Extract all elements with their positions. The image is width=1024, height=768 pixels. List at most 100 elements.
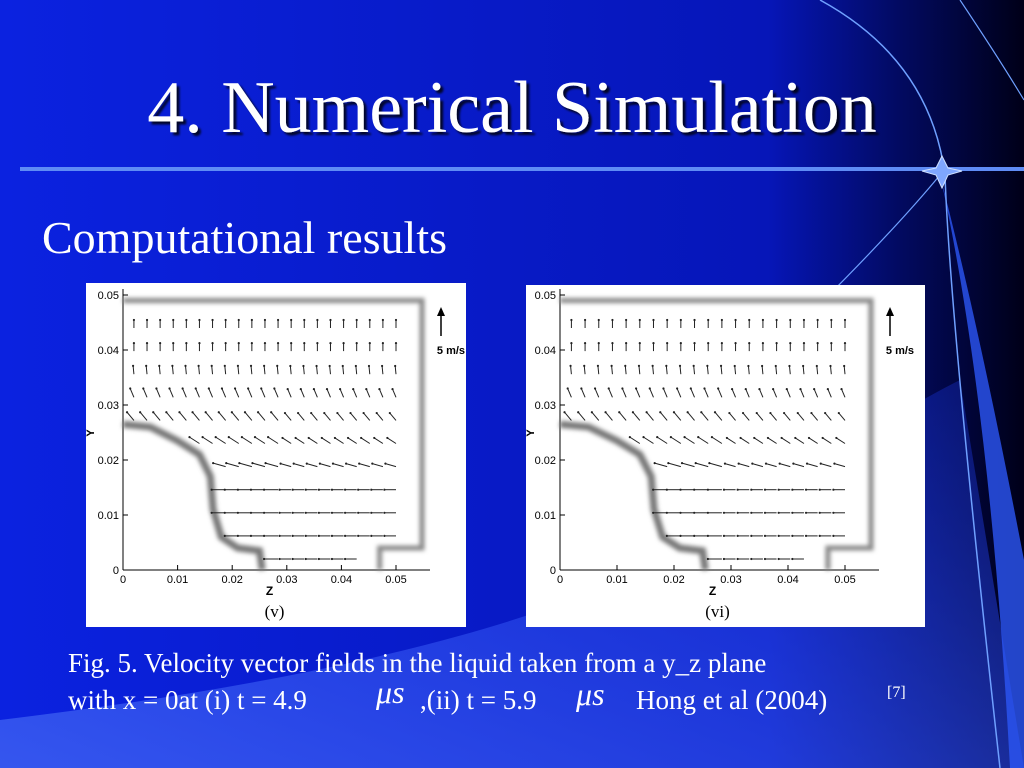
vector xyxy=(145,365,148,375)
vector-head xyxy=(763,557,767,561)
vector-head xyxy=(734,318,737,322)
vector xyxy=(594,388,600,398)
vector-head xyxy=(621,387,624,390)
vector-head xyxy=(652,511,655,514)
vector xyxy=(355,365,358,375)
vector-head xyxy=(247,387,250,390)
vector-head xyxy=(693,534,696,538)
vector xyxy=(783,412,791,421)
vector-head xyxy=(256,411,260,414)
x-tick-label: 0.04 xyxy=(777,574,798,586)
vector-head xyxy=(843,342,847,345)
vector-head xyxy=(317,511,320,514)
x-tick-label: 0 xyxy=(557,574,563,586)
x-tick-label: 0.05 xyxy=(834,574,855,586)
vector-head xyxy=(323,411,326,415)
vector-head xyxy=(184,364,187,367)
vector xyxy=(293,463,305,468)
vector-head xyxy=(751,462,754,465)
vector-head xyxy=(761,342,765,345)
vector xyxy=(205,411,213,421)
vector-head xyxy=(750,557,753,561)
vector xyxy=(761,365,764,375)
vector xyxy=(215,436,226,444)
vector-head xyxy=(325,387,329,391)
vector xyxy=(267,436,279,444)
vector-head xyxy=(653,462,656,465)
vector-head xyxy=(375,411,378,415)
x-axis-label: Z xyxy=(709,584,716,598)
vector xyxy=(334,437,344,444)
vector-head xyxy=(394,318,398,322)
vector-head xyxy=(717,387,720,390)
vector xyxy=(767,437,777,444)
vector-head xyxy=(178,411,181,414)
vector-head xyxy=(304,488,307,491)
vector xyxy=(802,365,805,375)
vector-head xyxy=(249,488,253,491)
vector xyxy=(580,388,586,398)
vector xyxy=(247,388,253,398)
vector xyxy=(254,436,266,444)
vector-head xyxy=(373,436,376,440)
vector-head xyxy=(775,342,778,345)
vector-head xyxy=(291,511,294,514)
vector-head xyxy=(381,318,384,322)
vector xyxy=(583,365,586,375)
vector-head xyxy=(583,342,587,345)
vector-head xyxy=(380,364,384,368)
vector-head xyxy=(316,318,319,322)
vector xyxy=(376,412,384,421)
subtitle: Computational results xyxy=(42,212,447,263)
vector xyxy=(684,436,695,444)
vector xyxy=(313,388,318,398)
vector-head xyxy=(294,436,297,440)
vector xyxy=(211,365,214,375)
vector xyxy=(295,437,305,444)
vector xyxy=(695,462,709,468)
vector-head xyxy=(185,318,188,322)
vector-head xyxy=(706,511,709,514)
vector-head xyxy=(227,436,230,439)
vector-head xyxy=(707,318,710,322)
vector-head xyxy=(651,364,654,367)
y-tick-label: 0.02 xyxy=(535,455,556,467)
vector xyxy=(830,365,832,375)
vector xyxy=(714,411,723,421)
vector-head xyxy=(818,488,821,491)
vector xyxy=(834,463,846,468)
vector-head xyxy=(357,534,360,538)
vector xyxy=(676,388,682,398)
vector xyxy=(632,411,641,421)
vector xyxy=(228,436,240,444)
vector-head xyxy=(750,534,753,538)
vector-head xyxy=(686,411,689,414)
vector xyxy=(670,436,682,444)
vector-head xyxy=(365,387,368,391)
vector-head xyxy=(753,436,756,440)
vector-head xyxy=(131,364,135,367)
vector-head xyxy=(212,462,215,465)
vector-head xyxy=(625,342,628,345)
vector-head xyxy=(769,411,772,415)
vector xyxy=(226,462,239,468)
vector-head xyxy=(611,318,614,322)
vector-head xyxy=(590,411,593,414)
vector xyxy=(273,388,279,398)
vector-head xyxy=(276,342,280,345)
vector-head xyxy=(262,488,266,491)
vector-head xyxy=(362,411,365,415)
vector-head xyxy=(580,387,583,390)
vector xyxy=(605,411,613,421)
vector xyxy=(770,412,777,421)
vector-head xyxy=(296,411,300,415)
vector-head xyxy=(283,411,287,415)
vector-head xyxy=(819,462,822,465)
scale-label: 5 m/s xyxy=(886,345,914,357)
vector-head xyxy=(345,462,348,465)
vector-head xyxy=(593,387,597,390)
vector xyxy=(360,437,371,444)
vector xyxy=(797,412,805,421)
vector-head xyxy=(381,342,384,345)
x-tick-label: 0.02 xyxy=(221,574,242,586)
